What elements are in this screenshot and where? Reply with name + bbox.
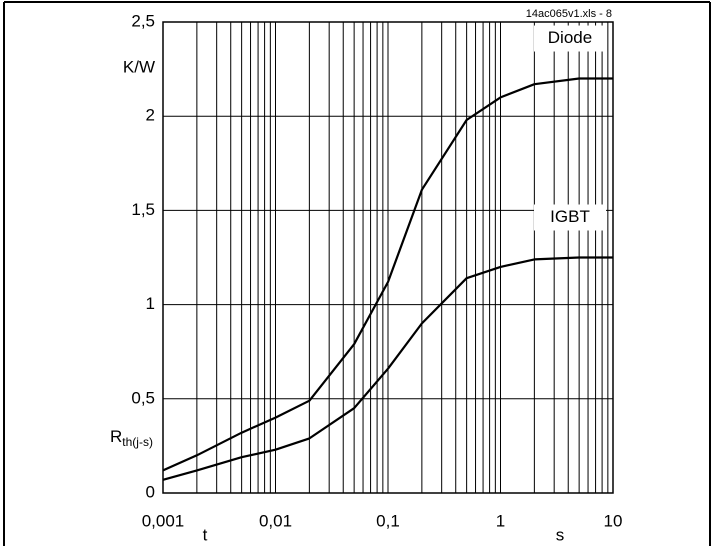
x-tick-label: 1 [496, 511, 505, 530]
x-tick-label: 0,01 [259, 511, 292, 530]
legend-label: IGBT [550, 207, 590, 226]
marks [162, 77, 613, 481]
y-unit: K/W [123, 57, 155, 76]
y-label-symbol: R [110, 427, 122, 446]
x-tick-label: 0,1 [376, 511, 400, 530]
series-line [162, 256, 613, 481]
plot-border [162, 21, 614, 494]
legend-label: Diode [548, 28, 592, 47]
y-tick-label: 2 [146, 106, 155, 125]
x-label: t [203, 525, 208, 544]
grid [162, 21, 614, 494]
x-tick-label: 0,001 [142, 511, 185, 530]
y-tick-label: 2,5 [131, 11, 155, 30]
y-tick-label: 0 [146, 482, 155, 501]
y-label: Rth(j-s) [110, 427, 153, 449]
x-unit: s [556, 525, 565, 544]
y-tick-label: 1,5 [131, 200, 155, 219]
legend-bg [534, 204, 606, 231]
annotation-bg [538, 6, 613, 20]
y-label-subscript: th(j-s) [122, 435, 153, 449]
x-tick-label: 10 [604, 511, 623, 530]
annotation: 14ac065v1.xls - 8 [526, 8, 612, 20]
y-tick-label: 0,5 [131, 388, 155, 407]
legend-bg [534, 25, 606, 52]
y-tick-label: 1 [146, 294, 155, 313]
series-line [162, 77, 613, 472]
